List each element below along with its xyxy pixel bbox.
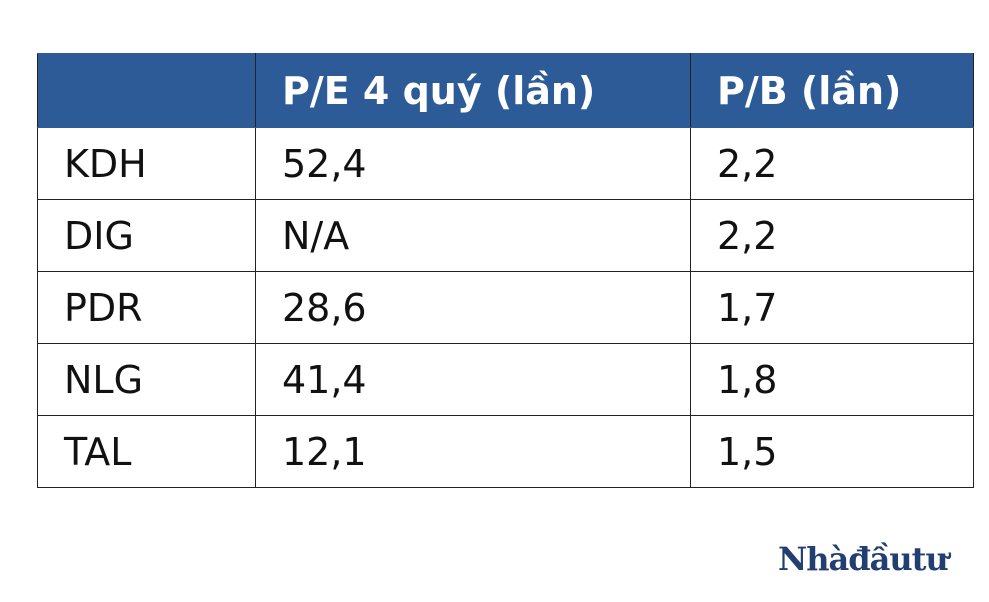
table-cell: DIG	[37, 199, 256, 272]
header-cell: P/B (lần)	[690, 53, 974, 128]
watermark: Nhàđầutư	[778, 540, 949, 578]
table-cell: 41,4	[255, 343, 691, 416]
table-cell: 1,7	[690, 271, 974, 344]
table-row: NLG 41,4 1,8	[37, 343, 974, 416]
table-cell: PDR	[37, 271, 256, 344]
table-row: DIG N/A 2,2	[37, 199, 974, 272]
table-cell: NLG	[37, 343, 256, 416]
table-body: KDH 52,4 2,2 DIG N/A 2,2 PDR 28,6 1,7 NLG 41,4 1,8 T…	[37, 127, 974, 488]
table-row: KDH 52,4 2,2	[37, 127, 974, 200]
table-cell: KDH	[37, 127, 256, 200]
header-row: P/E 4 quý (lần) P/B (lần)	[37, 53, 974, 128]
header-cell: P/E 4 quý (lần)	[255, 53, 691, 128]
table-cell: 2,2	[690, 127, 974, 200]
table-cell: 12,1	[255, 415, 691, 488]
table-row: PDR 28,6 1,7	[37, 271, 974, 344]
header-cell	[37, 53, 256, 128]
table-cell: 1,8	[690, 343, 974, 416]
table-cell: 52,4	[255, 127, 691, 200]
table-cell: 28,6	[255, 271, 691, 344]
table-row: TAL 12,1 1,5	[37, 415, 974, 488]
table-cell: N/A	[255, 199, 691, 272]
valuation-table: P/E 4 quý (lần) P/B (lần) KDH 52,4 2,2 DIG N…	[37, 53, 974, 488]
table-cell: TAL	[37, 415, 256, 488]
table-cell: 2,2	[690, 199, 974, 272]
table-cell: 1,5	[690, 415, 974, 488]
